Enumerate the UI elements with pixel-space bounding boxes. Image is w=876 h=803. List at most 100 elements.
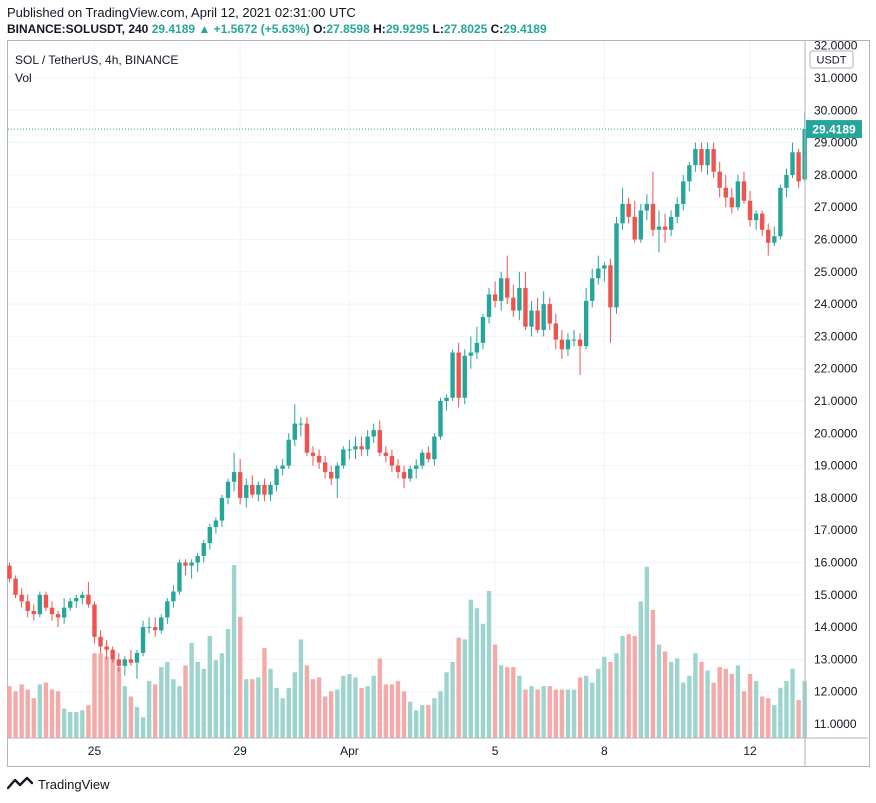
candle-body [201, 543, 206, 557]
volume-bar [529, 686, 534, 738]
candle-body [644, 203, 650, 211]
volume-bar [675, 658, 680, 738]
candle-body [92, 604, 97, 637]
candle-body [717, 171, 722, 188]
candle-body [68, 601, 73, 608]
candle-body [110, 649, 115, 660]
currency-label: USDT [817, 55, 847, 67]
candle-body [19, 594, 24, 602]
volume-bar [535, 689, 540, 738]
candle-body [298, 423, 304, 425]
volume-bar [322, 696, 328, 738]
candle-body [377, 430, 382, 453]
volume-bar [717, 667, 722, 738]
volume-bar [547, 686, 552, 738]
volume-bar [462, 639, 467, 738]
volume-bar [747, 673, 753, 738]
candle-body [723, 187, 728, 198]
candle-body [383, 452, 389, 456]
volume-bar [432, 698, 437, 738]
low-label: L: [432, 22, 444, 36]
candle-body [146, 627, 152, 629]
volume-bar [681, 682, 686, 738]
candle-body [438, 401, 443, 437]
x-tick-label: 12 [743, 744, 757, 758]
volume-bar [74, 712, 79, 738]
volume-bar [511, 667, 516, 738]
candle-body [687, 165, 692, 182]
open-value: 27.8598 [326, 22, 370, 36]
candle-body [86, 594, 91, 605]
candle-body [322, 462, 328, 473]
volume-bar [292, 672, 297, 738]
volume-bar [699, 661, 704, 738]
candle-body [165, 601, 170, 618]
candle-body [590, 278, 595, 301]
volume-bar [86, 705, 91, 738]
published-line: Published on TradingView.com, April 12, … [7, 5, 356, 20]
volume-bar [274, 687, 279, 738]
volume-bar [772, 705, 777, 738]
candle-body [729, 197, 735, 208]
chart-legend: SOL / TetherUS, 4h, BINANCE Vol [15, 53, 178, 89]
candle-body [31, 610, 36, 615]
y-tick-label: 22.0000 [814, 362, 858, 376]
candle-body [668, 216, 674, 230]
volume-bar [723, 668, 728, 738]
candle-body [304, 423, 310, 453]
volume-bar [590, 682, 595, 738]
candle-body [152, 627, 158, 631]
volume-bar [778, 687, 783, 738]
y-tick-label: 27.0000 [814, 200, 858, 214]
candle-body [547, 304, 552, 324]
candle-body [699, 149, 704, 166]
volume-bar [517, 675, 522, 738]
candle-body [759, 213, 765, 230]
volume-bar [565, 689, 571, 738]
candle-body [237, 472, 243, 498]
y-tick-label: 16.0000 [814, 556, 858, 570]
candle-body [74, 598, 79, 602]
candle-body [705, 149, 710, 166]
y-tick-label: 30.0000 [814, 103, 858, 117]
candle-body [693, 149, 698, 166]
volume-bar [796, 699, 801, 738]
candle-body [316, 455, 322, 463]
volume-bar [626, 634, 631, 738]
candle-body [292, 423, 297, 440]
footer-brand[interactable]: TradingView [7, 776, 110, 792]
candle-body [741, 181, 747, 201]
volume-bar [98, 653, 103, 738]
volume-bar [608, 661, 613, 738]
tradingview-logo-icon [7, 776, 33, 790]
candle-body [656, 226, 662, 230]
candle-body [128, 659, 134, 663]
candle-body [517, 287, 522, 311]
candle-body [420, 452, 425, 466]
open-label: O: [313, 22, 327, 36]
candle-body [274, 468, 279, 485]
volume-bar [486, 590, 492, 738]
y-tick-label: 21.0000 [814, 394, 858, 408]
candle-body [650, 203, 656, 230]
candle-body [614, 223, 619, 308]
candle-body [426, 452, 431, 460]
volume-bar [705, 670, 710, 738]
volume-bar [553, 689, 558, 738]
volume-bar [7, 686, 12, 738]
candle-body [353, 446, 358, 450]
candle-body [541, 304, 546, 330]
candle-body [189, 562, 194, 566]
volume-bar [80, 710, 85, 738]
volume-bar [110, 658, 115, 738]
x-tick-label: 8 [601, 744, 608, 758]
candle-body [632, 216, 637, 240]
candle-body [432, 436, 437, 460]
volume-bar [329, 691, 334, 738]
candle-body [61, 607, 67, 618]
candle-body [286, 439, 291, 466]
symbol-name: BINANCE:SOLUSDT, 240 [7, 22, 149, 36]
candle-body [98, 636, 103, 647]
price-change: ▲ +1.5672 (+5.63%) [198, 22, 310, 36]
